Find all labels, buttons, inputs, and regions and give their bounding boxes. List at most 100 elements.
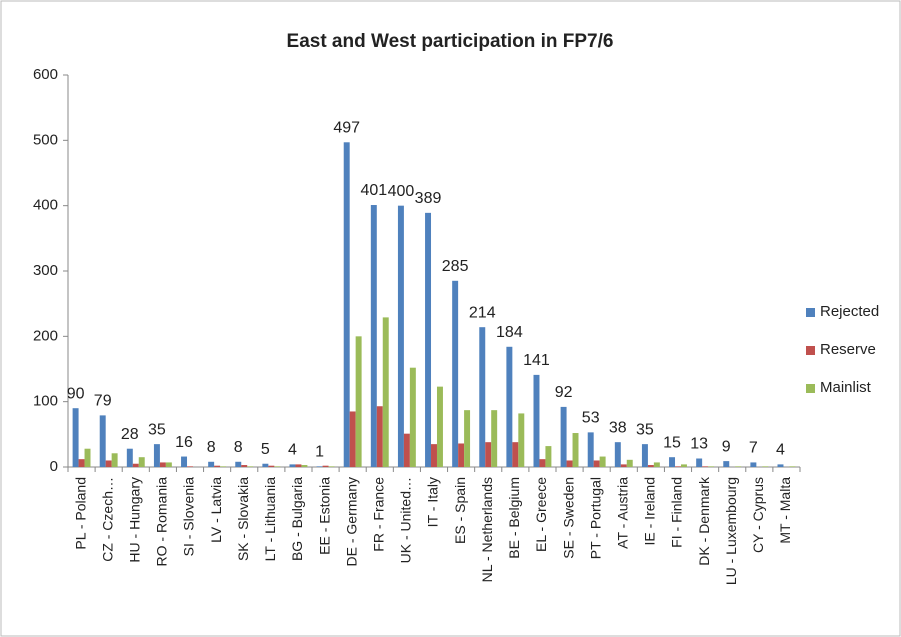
data-label: 285 — [442, 258, 469, 275]
y-tick-label: 600 — [33, 66, 58, 83]
bar — [214, 465, 221, 467]
bar — [268, 465, 275, 467]
bar — [545, 446, 552, 467]
bar — [653, 462, 660, 467]
x-tick-label: LV - Latvia — [208, 477, 224, 543]
bar — [696, 458, 703, 467]
bar — [159, 462, 166, 467]
bar — [78, 459, 85, 467]
x-tick-label: IT - Italy — [425, 477, 441, 527]
bar — [506, 346, 513, 467]
bar — [560, 406, 567, 467]
x-tick-label: ES - Spain — [452, 477, 468, 544]
bar — [485, 442, 492, 467]
x-tick-label: DE - Germany — [343, 477, 359, 566]
data-label: 13 — [690, 436, 708, 453]
y-tick-label: 0 — [50, 458, 58, 475]
legend-swatch — [806, 384, 815, 393]
bar — [132, 463, 139, 467]
bar — [518, 413, 525, 467]
x-tick-label: LT - Lithuania — [262, 477, 278, 562]
data-label: 28 — [121, 426, 139, 443]
bar — [126, 448, 133, 467]
bar — [247, 466, 254, 467]
bar — [491, 410, 498, 467]
data-label: 53 — [582, 410, 600, 427]
x-tick-label: BG - Bulgaria — [289, 477, 305, 561]
bar — [566, 460, 573, 467]
bar — [533, 374, 540, 467]
y-tick-label: 400 — [33, 197, 58, 214]
bar — [343, 142, 350, 467]
bar — [425, 212, 432, 467]
bar — [614, 442, 621, 467]
bar — [669, 457, 676, 467]
data-label: 141 — [523, 352, 550, 369]
bar — [789, 466, 796, 467]
bar — [138, 457, 145, 467]
data-label: 389 — [415, 190, 442, 207]
bar — [675, 466, 681, 467]
x-tick-label: FR - France — [370, 477, 386, 552]
x-tick-label: EE - Estonia — [316, 477, 332, 555]
bar — [289, 464, 296, 467]
bar — [750, 462, 757, 467]
data-label: 8 — [234, 439, 243, 456]
data-label: 401 — [360, 182, 387, 199]
bar — [355, 336, 362, 467]
x-tick-label: DK - Denmark — [696, 476, 712, 566]
legend-swatch — [806, 346, 815, 355]
data-label: 400 — [388, 183, 415, 200]
data-label: 7 — [749, 440, 758, 457]
bar — [762, 466, 769, 467]
bar — [274, 466, 281, 467]
bar — [708, 466, 715, 467]
bar — [702, 466, 709, 467]
bar — [452, 280, 459, 467]
bar — [641, 444, 648, 467]
data-label: 38 — [609, 419, 627, 436]
bar — [235, 461, 242, 467]
bar — [322, 465, 329, 467]
data-label: 214 — [469, 304, 496, 321]
bar — [723, 461, 730, 467]
x-tick-label: MT - Malta — [777, 477, 793, 544]
data-label: 5 — [261, 441, 270, 458]
data-label: 35 — [636, 421, 654, 438]
x-tick-label: AT - Austria — [614, 477, 630, 549]
x-tick-label: BE - Belgium — [506, 477, 522, 559]
bar — [593, 460, 600, 467]
x-tick-label: LU - Luxembourg — [723, 477, 739, 585]
x-tick-label: NL - Netherlands — [479, 477, 495, 582]
bar — [328, 466, 335, 467]
y-tick-label: 300 — [33, 262, 58, 279]
bar — [181, 456, 188, 467]
y-tick-label: 200 — [33, 327, 58, 344]
bar — [295, 464, 302, 467]
data-label: 16 — [175, 434, 193, 451]
legend-label: Rejected — [820, 303, 879, 320]
bar — [735, 466, 742, 467]
x-tick-label: PT - Portugal — [587, 477, 603, 559]
legend-label: Reserve — [820, 341, 876, 358]
bar — [626, 459, 633, 467]
bar — [403, 433, 410, 467]
x-tick-label: SE - Sweden — [560, 477, 576, 559]
bar — [208, 461, 215, 467]
x-tick-label: SK - Slovakia — [235, 477, 251, 561]
x-tick-label: CY - Cyprus — [750, 477, 766, 553]
bar — [111, 453, 118, 467]
bar — [349, 411, 356, 467]
bar — [777, 464, 784, 467]
x-tick-label: FI - Finland — [669, 477, 685, 548]
data-label: 4 — [288, 442, 297, 459]
bar — [479, 327, 486, 467]
x-tick-label: HU - Hungary — [126, 477, 142, 563]
bar — [599, 456, 606, 467]
bar — [316, 466, 323, 467]
data-label: 184 — [496, 324, 523, 341]
bar — [241, 465, 248, 467]
legend-label: Mainlist — [820, 379, 872, 396]
bar — [187, 466, 193, 467]
